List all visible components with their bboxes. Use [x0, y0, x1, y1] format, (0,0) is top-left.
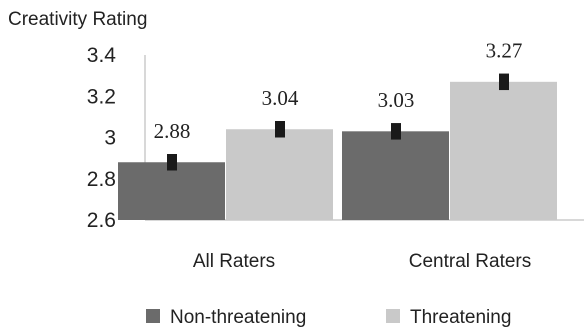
data-label: 3.03 [378, 88, 415, 112]
data-labels: 2.88 3.04 3.03 3.27 [154, 39, 523, 143]
y-tick-label: 3.2 [87, 85, 116, 108]
bar-threatening-1 [450, 81, 557, 220]
bar-non-threatening-0 [118, 162, 225, 220]
error-bar [167, 154, 177, 171]
bar-non-threatening-1 [342, 131, 449, 220]
y-tick-label: 2.6 [87, 209, 116, 232]
data-label: 3.04 [262, 86, 299, 110]
bar-threatening-0 [226, 129, 333, 220]
error-bar [391, 123, 401, 140]
data-label: 3.27 [486, 39, 523, 63]
y-axis-title: Creativity Rating [8, 9, 147, 30]
y-tick-label: 3 [104, 127, 116, 150]
x-category-label: Central Raters [409, 251, 532, 272]
legend-label: Non-threatening [170, 307, 306, 328]
legend-label: Threatening [410, 307, 511, 328]
data-label: 2.88 [154, 119, 191, 143]
error-bars [167, 73, 509, 171]
error-bar [275, 121, 285, 138]
error-bar [499, 73, 509, 91]
legend: Non-threatening Threatening [146, 307, 511, 328]
y-tick-label: 3.4 [87, 44, 117, 67]
x-category-label: All Raters [193, 251, 275, 272]
legend-swatch [146, 309, 160, 323]
bars [118, 81, 557, 220]
y-tick-label: 2.8 [87, 168, 116, 191]
legend-swatch [386, 309, 400, 323]
y-axis-ticks: 3.4 3.2 3 2.8 2.6 [87, 44, 117, 232]
x-axis-categories: All Raters Central Raters [193, 251, 531, 272]
